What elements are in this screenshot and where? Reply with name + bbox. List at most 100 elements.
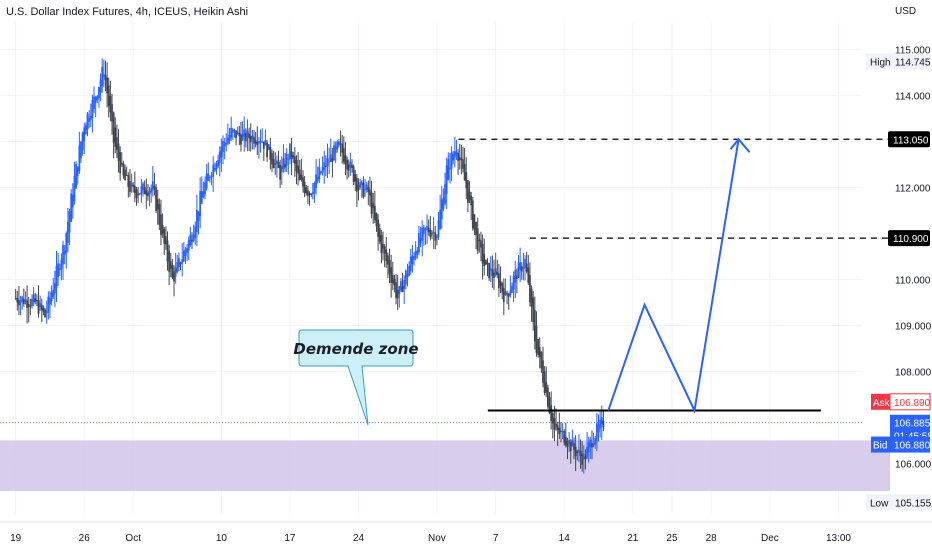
candle-body (333, 145, 335, 160)
candle-body (156, 199, 159, 210)
candle-body (463, 164, 466, 181)
candle-body (315, 174, 317, 189)
candle-body (298, 169, 301, 180)
candle-body (308, 193, 311, 195)
candle-body (437, 220, 440, 238)
candle-body (364, 189, 366, 191)
candle-body (592, 443, 595, 446)
bid-label-bg (871, 436, 890, 453)
candle-body (506, 293, 508, 295)
time-tick-label: 19 (10, 533, 22, 544)
candle-body (213, 168, 216, 171)
candle-body (421, 227, 424, 241)
candle-body (396, 289, 399, 299)
time-axis: 19 26 Oct 10 17 24 Nov 7 14 21 25 28 Dec 13:00 (0, 521, 932, 544)
candle-body (347, 164, 350, 171)
projection-path (607, 137, 751, 414)
candle-body (225, 143, 228, 145)
ask-label-bg (871, 393, 890, 410)
candle-body (269, 147, 272, 160)
candle-body (398, 286, 401, 295)
candle-body (282, 158, 285, 170)
candle-body (86, 113, 89, 130)
candle-body (527, 267, 530, 283)
candle-body (525, 263, 528, 272)
candle-body (406, 273, 409, 278)
high-tag-label: High (870, 57, 891, 68)
candle-body (58, 268, 61, 271)
candle-body (458, 156, 461, 161)
candle-body (259, 141, 262, 143)
candle-body (440, 199, 443, 220)
ask-label: Ask (873, 398, 891, 409)
candle-body (574, 446, 577, 457)
candle-body (486, 262, 489, 265)
candle-body (385, 249, 388, 262)
candle-body (511, 285, 513, 293)
candle-body (393, 279, 396, 286)
candle-body (169, 261, 172, 269)
candle-body (328, 161, 331, 163)
candle-body (370, 192, 373, 214)
candle-body (586, 446, 588, 458)
candle-body (248, 133, 251, 139)
candle-body (83, 127, 86, 142)
candle-body (300, 174, 303, 180)
candle-body (222, 141, 224, 153)
candle-body (561, 430, 564, 432)
price-tick-label: 110.000 (895, 275, 931, 286)
candle-body (498, 273, 500, 289)
candle-body (473, 214, 476, 230)
candle-body (422, 226, 425, 235)
candle-body (81, 132, 84, 151)
candle-body (194, 226, 197, 238)
candle-body (264, 140, 267, 146)
candle-body (236, 131, 239, 135)
time-tick-label: 17 (284, 533, 296, 544)
candle-body (93, 96, 95, 109)
candle-body (119, 152, 122, 174)
candle-body (289, 143, 291, 160)
candle-body (360, 181, 363, 185)
candle-body (591, 443, 593, 448)
candle-body (323, 162, 326, 170)
candle-body (484, 259, 487, 265)
candle-body (78, 145, 81, 172)
candle-body (173, 271, 175, 282)
price-tick-label: 115.000 (895, 46, 931, 57)
candle-body (37, 300, 40, 314)
candle-body (284, 163, 286, 168)
candle-body (543, 371, 546, 393)
time-tick-label: 13:00 (826, 533, 851, 544)
candle-body (378, 228, 381, 242)
candle-body (411, 255, 414, 264)
candle-body (293, 156, 296, 164)
candle-body (209, 177, 211, 179)
candle-body (546, 387, 549, 407)
candle-body (14, 297, 17, 299)
callout-text: Demende zone (293, 340, 418, 358)
candle-body (233, 129, 236, 132)
candle-body (471, 200, 474, 229)
candle-body (151, 181, 154, 191)
candle-body (602, 420, 605, 428)
candle-body (191, 239, 193, 242)
candle-body (135, 189, 138, 199)
candle-body (383, 246, 386, 254)
candle-body (52, 289, 55, 297)
candle-body (132, 184, 135, 187)
candle-body (124, 169, 126, 181)
candle-body (127, 175, 130, 188)
bid-value-bg (890, 436, 930, 453)
demand-zone (0, 422, 890, 492)
candle-body (517, 262, 520, 278)
candle-body (476, 228, 479, 251)
candle-body (400, 281, 402, 291)
candle-body (450, 152, 453, 169)
low-tag-bg (866, 494, 930, 511)
candle-body (468, 191, 471, 201)
candle-body (336, 141, 339, 150)
candle-body (542, 360, 544, 383)
candle-body (480, 240, 482, 248)
